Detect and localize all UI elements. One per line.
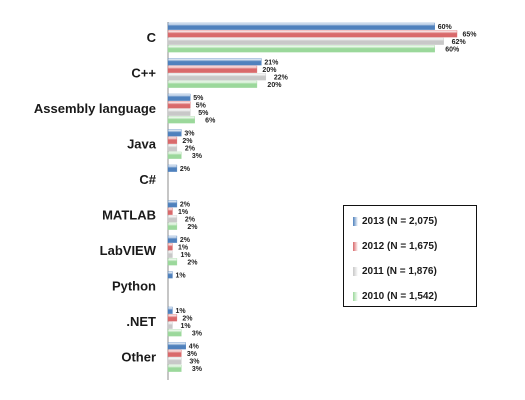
legend: 2013 (N = 2,075) 2012 (N = 1,675) 2011 (N … (343, 205, 477, 307)
bar-other-2012 (167, 349, 182, 357)
bar-labview-2010 (167, 258, 178, 266)
value-label: 5% (193, 95, 204, 102)
bar-other-2011 (167, 357, 182, 365)
bar-java-2012 (167, 136, 178, 144)
bar-net-2010 (167, 329, 182, 337)
value-label: 2% (180, 202, 191, 209)
bar-assembly-language-2011 (167, 108, 191, 116)
legend-item-2010: 2010 (N = 1,542) (353, 290, 437, 302)
category-label-other: Other (121, 350, 156, 365)
bar-java-2010 (167, 151, 182, 159)
value-label: 20% (262, 67, 277, 74)
legend-swatch (353, 241, 358, 251)
value-label: 1% (175, 308, 186, 315)
bar-matlab-2010 (167, 222, 178, 230)
value-label: 2% (187, 224, 198, 231)
bar-c-2012 (167, 30, 458, 38)
value-label: 22% (274, 75, 289, 82)
bar-assembly-language-2013 (167, 93, 191, 101)
category-label-matlab: MATLAB (102, 208, 156, 223)
value-label: 5% (198, 110, 209, 117)
value-label: 1% (180, 323, 191, 330)
legend-label: 2010 (N = 1,542) (362, 290, 438, 302)
value-label: 21% (264, 60, 279, 67)
value-label: 1% (175, 273, 186, 280)
legend-swatch (353, 216, 358, 226)
bar-labview-2012 (167, 243, 173, 251)
bar-c-2011 (167, 73, 267, 81)
value-label: 2% (187, 260, 198, 267)
value-label: 20% (267, 82, 282, 89)
value-label: 2% (182, 138, 193, 145)
bar-other-2010 (167, 364, 182, 372)
value-label: 1% (178, 245, 189, 252)
bar-assembly-language-2010 (167, 116, 195, 124)
bar-c-2010 (167, 45, 435, 53)
value-label: 2% (182, 316, 193, 323)
legend-item-2012: 2012 (N = 1,675) (353, 240, 437, 252)
category-label-labview: LabVIEW (100, 243, 157, 258)
bar-net-2012 (167, 314, 178, 322)
bar-net-2011 (167, 321, 173, 329)
value-label: 3% (189, 359, 200, 366)
legend-label: 2013 (N = 2,075) (362, 215, 438, 227)
value-label: 60% (445, 47, 460, 54)
bar-net-2013 (167, 306, 173, 314)
bar-matlab-2011 (167, 215, 178, 223)
bar-matlab-2012 (167, 207, 173, 215)
bar-c-2010 (167, 80, 258, 88)
value-label: 3% (192, 366, 203, 373)
legend-label: 2011 (N = 1,876) (362, 265, 437, 277)
value-label: 3% (184, 131, 195, 138)
value-label: 1% (180, 252, 191, 259)
bar-labview-2013 (167, 235, 178, 243)
bar-c-2011 (167, 37, 444, 45)
value-label: 2% (185, 217, 196, 224)
bar-other-2013 (167, 342, 186, 350)
bar-group (167, 22, 458, 372)
value-label: 60% (438, 24, 453, 31)
legend-swatch (353, 266, 358, 276)
bar-c-2012 (167, 65, 258, 73)
value-label: 3% (192, 153, 203, 160)
label-group: C60%65%62%60%C++21%20%22%20%Assembly lan… (34, 24, 477, 373)
value-label: 5% (196, 103, 207, 110)
category-label-c: C++ (131, 66, 156, 81)
bar-labview-2011 (167, 250, 173, 258)
value-label: 65% (463, 32, 478, 39)
legend-swatch (353, 291, 358, 301)
value-label: 2% (185, 146, 196, 153)
value-label: 3% (192, 331, 203, 338)
category-label-c: C (147, 30, 157, 45)
value-label: 6% (205, 118, 216, 125)
category-label-java: Java (127, 137, 157, 152)
bar-c-2013 (167, 58, 262, 66)
legend-item-2013: 2013 (N = 2,075) (353, 215, 437, 227)
bar-java-2011 (167, 144, 178, 152)
category-label-python: Python (112, 279, 156, 294)
bar-java-2013 (167, 129, 182, 137)
bar-c-2013 (167, 22, 435, 30)
value-label: 2% (180, 237, 191, 244)
category-label-c: C# (139, 172, 156, 187)
bar-python-2013 (167, 271, 173, 279)
value-label: 2% (180, 166, 191, 173)
value-label: 4% (189, 344, 200, 351)
value-label: 1% (178, 209, 189, 216)
value-label: 3% (187, 351, 198, 358)
bar-assembly-language-2012 (167, 101, 191, 109)
value-label: 62% (452, 39, 467, 46)
bar-c-2013 (167, 164, 178, 172)
bar-matlab-2013 (167, 200, 178, 208)
category-label-net: .NET (126, 314, 156, 329)
legend-label: 2012 (N = 1,675) (362, 240, 438, 252)
legend-item-2011: 2011 (N = 1,876) (353, 265, 437, 277)
category-label-assembly-language: Assembly language (34, 101, 156, 116)
